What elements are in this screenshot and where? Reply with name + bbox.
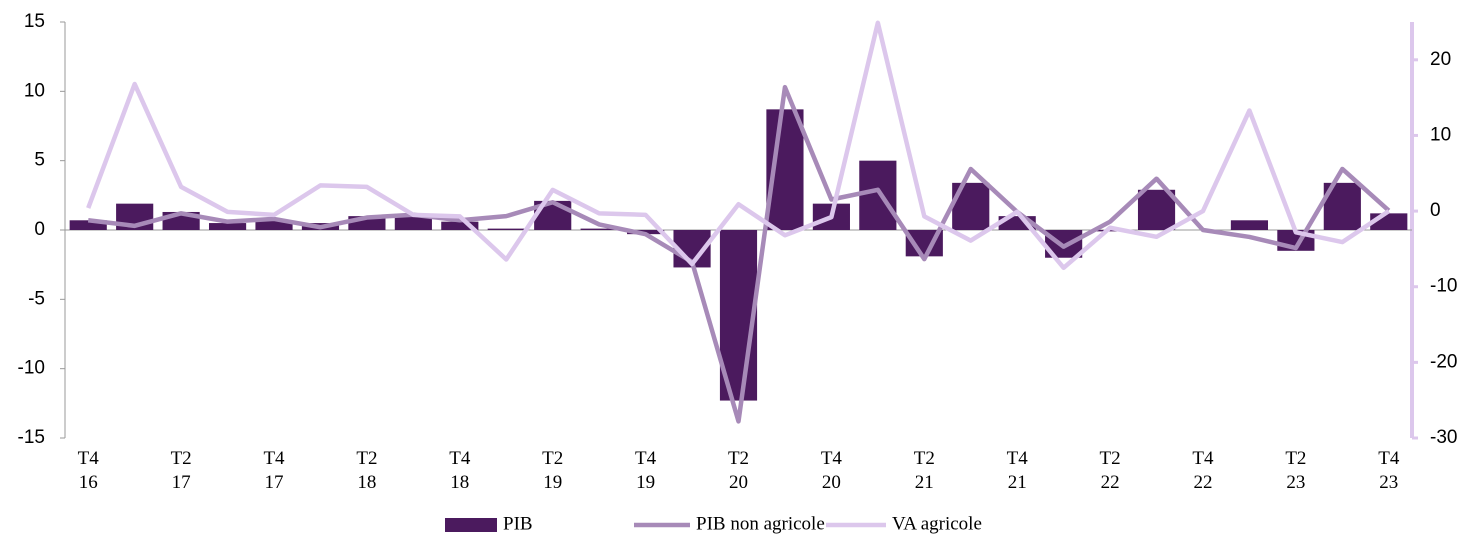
bar xyxy=(487,228,525,230)
x-tick-label: T4 23 xyxy=(1378,448,1400,493)
x-tick-label: T2 19 xyxy=(542,448,563,493)
bar xyxy=(580,228,618,230)
bar xyxy=(859,160,897,230)
legend-label: VA agricole xyxy=(892,513,982,534)
y2-tick-label: 20 xyxy=(1430,49,1451,70)
legend-label: PIB non agricole xyxy=(696,513,825,534)
bar xyxy=(69,220,107,230)
x-tick-label: T2 22 xyxy=(1100,448,1121,493)
y2-tick-label: 0 xyxy=(1430,200,1441,221)
line xyxy=(87,84,1391,424)
y-tick-label: 10 xyxy=(24,80,45,101)
x-tick-label: T2 17 xyxy=(171,448,192,493)
bar xyxy=(394,214,432,230)
x-tick-label: T2 20 xyxy=(728,448,749,493)
y-tick-label: -10 xyxy=(18,358,45,379)
legend-label: PIB xyxy=(503,513,533,534)
x-tick-label: T2 18 xyxy=(356,448,377,493)
bar xyxy=(1137,189,1176,230)
y-tick-label: -15 xyxy=(18,427,45,448)
y2-tick-label: 10 xyxy=(1430,124,1451,145)
x-tick-label: T4 18 xyxy=(449,448,471,493)
x-tick-label: T4 22 xyxy=(1192,448,1214,493)
bar xyxy=(255,220,293,230)
y2-tick-label: -10 xyxy=(1430,276,1457,297)
bar xyxy=(441,221,479,230)
bar xyxy=(1230,220,1269,230)
x-tick-label: T2 23 xyxy=(1285,448,1306,493)
y2-tick-label: -30 xyxy=(1430,427,1457,448)
x-tick-label: T4 17 xyxy=(263,448,285,493)
x-tick-label: T4 16 xyxy=(78,448,100,493)
x-tick-label: T4 20 xyxy=(821,448,843,493)
y-tick-label: 15 xyxy=(24,11,45,32)
x-tick-label: T4 19 xyxy=(635,448,657,493)
y-tick-label: 5 xyxy=(34,150,45,171)
y-tick-label: 0 xyxy=(34,219,45,240)
y-tick-label: -5 xyxy=(28,288,45,309)
line xyxy=(86,20,1391,271)
legend-swatch xyxy=(445,518,497,532)
x-tick-label: T2 21 xyxy=(914,448,935,493)
bar xyxy=(208,223,247,230)
y2-tick-label: -20 xyxy=(1430,351,1457,372)
x-tick-label: T4 21 xyxy=(1007,448,1029,493)
